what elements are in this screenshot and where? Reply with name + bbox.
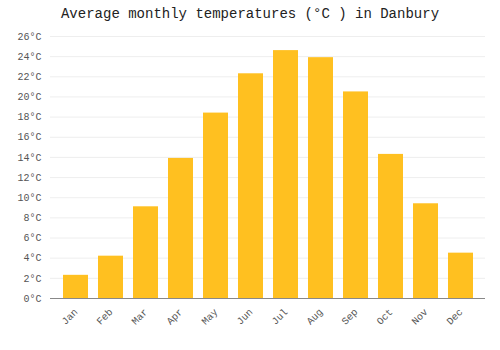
svg-text:May: May xyxy=(200,307,221,328)
svg-text:Apr: Apr xyxy=(165,307,186,328)
svg-text:16°C: 16°C xyxy=(17,132,41,143)
svg-text:22°C: 22°C xyxy=(17,72,41,83)
svg-text:6°C: 6°C xyxy=(23,233,41,244)
svg-text:Oct: Oct xyxy=(375,307,396,328)
svg-text:20°C: 20°C xyxy=(17,92,41,103)
svg-text:Sep: Sep xyxy=(340,307,361,328)
svg-text:Aug: Aug xyxy=(305,307,326,328)
svg-text:8°C: 8°C xyxy=(23,213,41,224)
svg-text:Dec: Dec xyxy=(445,307,466,328)
svg-text:14°C: 14°C xyxy=(17,153,41,164)
svg-text:24°C: 24°C xyxy=(17,52,41,63)
svg-text:Mar: Mar xyxy=(130,307,151,328)
svg-text:10°C: 10°C xyxy=(17,193,41,204)
svg-text:Jan: Jan xyxy=(60,307,81,328)
svg-text:Nov: Nov xyxy=(410,307,431,328)
html-text:Average monthly temperatures (: Average monthly temperatures (°C ) in Da… xyxy=(61,6,439,22)
svg-text:18°C: 18°C xyxy=(17,112,41,123)
svg-text:12°C: 12°C xyxy=(17,173,41,184)
svg-text:Feb: Feb xyxy=(95,307,116,328)
svg-text:2°C: 2°C xyxy=(23,274,41,285)
svg-text:4°C: 4°C xyxy=(23,253,41,264)
svg-text:Jun: Jun xyxy=(235,307,256,328)
svg-text:0°C: 0°C xyxy=(23,294,41,305)
svg-text:26°C: 26°C xyxy=(17,32,41,43)
svg-text:Jul: Jul xyxy=(270,307,291,328)
